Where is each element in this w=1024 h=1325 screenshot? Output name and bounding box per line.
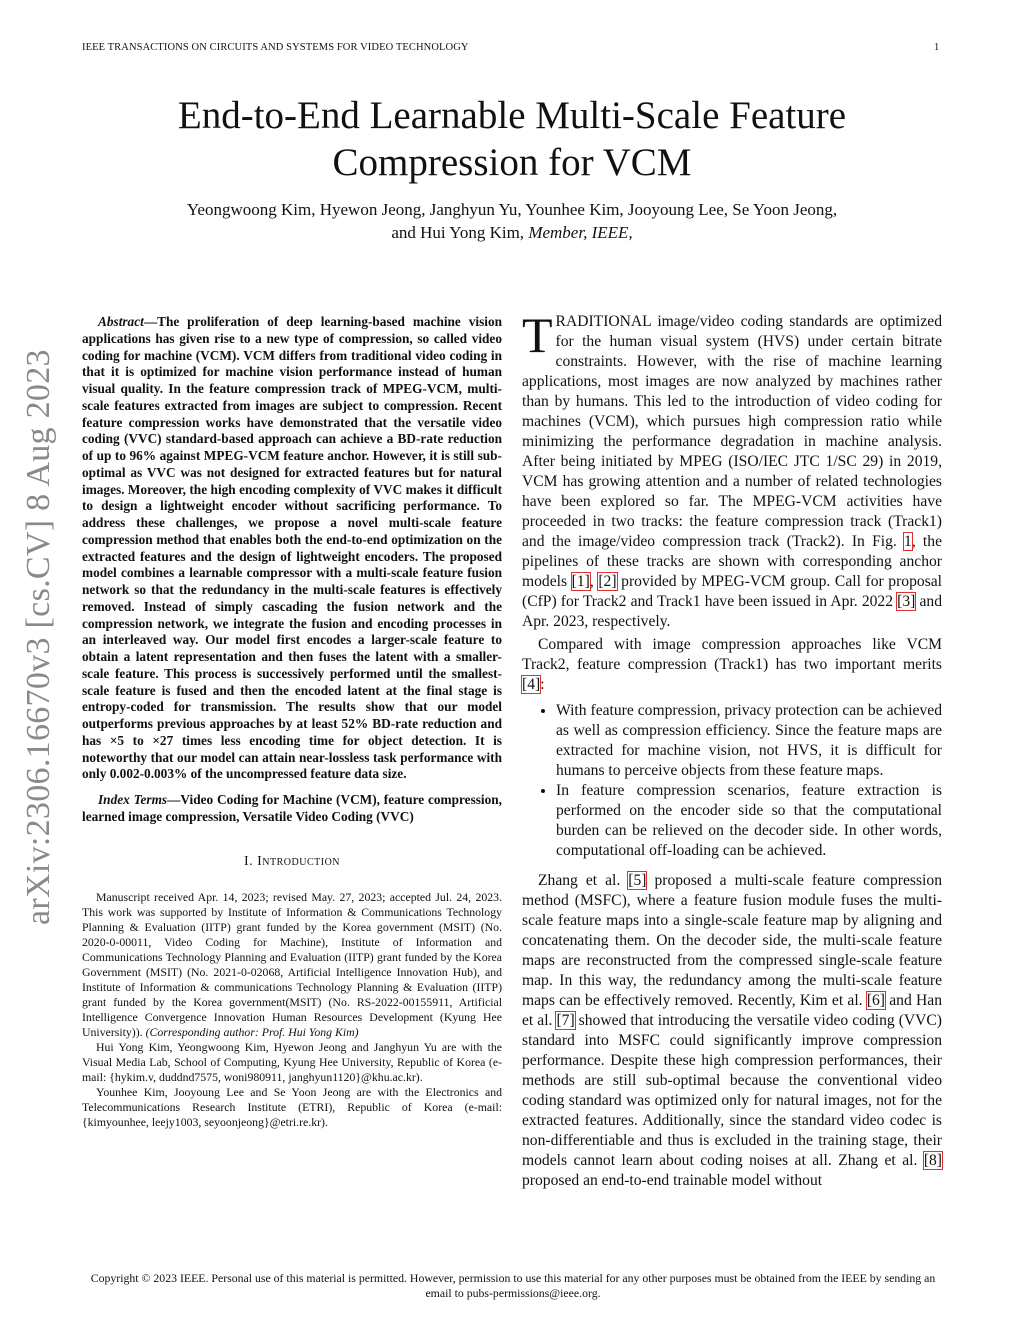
- body-text: Zhang et al.: [538, 872, 629, 889]
- citation-link[interactable]: [5]: [627, 871, 648, 890]
- abstract-text: —The proliferation of deep learning-base…: [82, 314, 502, 782]
- page-number: 1: [934, 42, 940, 53]
- paragraph-content: Compared with image compression approach…: [520, 636, 942, 694]
- body-text: and Han et al.: [522, 992, 942, 1029]
- body-text: and Apr. 2023, respectively.: [522, 593, 942, 630]
- citation-link[interactable]: 1: [903, 532, 913, 551]
- body-text: proposed a multi-scale feature compressi…: [522, 872, 942, 1009]
- title-line: End-to-End Learnable Multi-Scale Feature: [177, 94, 847, 137]
- drop-cap: T: [522, 307, 553, 363]
- paper-title: End-to-End Learnable Multi-Scale Feature…: [0, 92, 1024, 186]
- author-list: Yeongwoong Kim, Hyewon Jeong, Janghyun Y…: [0, 198, 1024, 244]
- footnote: Younhee Kim, Jooyoung Lee and Se Yoon Je…: [82, 1085, 502, 1130]
- body-text: showed that introducing the versatile vi…: [522, 1012, 942, 1169]
- right-column: T RADITIONAL image/video coding standards…: [520, 307, 944, 1191]
- body-text: provided by MPEG-VCM group. Call for pro…: [522, 573, 943, 610]
- paragraph-content: Zhang et al. [5] proposed a multi-scale …: [522, 871, 944, 1189]
- index-terms-label: Index Terms: [98, 792, 168, 807]
- footnote-text: Hui Yong Kim, Yeongwoong Kim, Hyewon Jeo…: [82, 1039, 502, 1084]
- list-item: With feature compression, privacy protec…: [556, 701, 942, 781]
- body-text: proposed an end-to-end trainable model w…: [522, 1172, 823, 1189]
- intro-paragraph-1: T RADITIONAL image/video coding standards…: [522, 307, 942, 632]
- citation-link[interactable]: [8]: [922, 1151, 944, 1170]
- footnote: Hui Yong Kim, Yeongwoong Kim, Hyewon Jeo…: [82, 1040, 502, 1085]
- title-line: Compression for VCM: [332, 141, 692, 184]
- paragraph-content: RADITIONAL image/video coding standards …: [522, 313, 942, 630]
- section-heading: I. Introduction: [243, 853, 341, 869]
- abstract: Abstract—The proliferation of deep learn…: [82, 314, 502, 783]
- running-header: IEEE TRANSACTIONS ON CIRCUITS AND SYSTEM…: [82, 42, 469, 53]
- arxiv-stamp[interactable]: arXiv:2306.16670v3 [cs.CV] 8 Aug 2023: [20, 349, 57, 925]
- authors-line-2: and Hui Yong Kim,: [391, 223, 525, 242]
- footnotes: Manuscript received Apr. 14, 2023; revis…: [82, 890, 502, 1130]
- intro-paragraph-3: Zhang et al. [5] proposed a multi-scale …: [522, 871, 944, 1191]
- authors-line: and Hui Yong Kim, Member, IEEE,: [0, 221, 1024, 244]
- footnote-text: Younhee Kim, Jooyoung Lee and Se Yoon Je…: [82, 1084, 502, 1129]
- body-text: Compared with image compression approach…: [522, 636, 942, 673]
- member-ieee: Member, IEEE,: [528, 223, 633, 242]
- index-terms-text: —Video Coding for Machine (VCM), feature…: [82, 792, 502, 824]
- citation-link[interactable]: [6]: [865, 991, 887, 1010]
- citation-link[interactable]: [1]: [570, 572, 591, 591]
- copyright-notice: Copyright © 2023 IEEE. Personal use of t…: [90, 1271, 936, 1300]
- citation-link[interactable]: [3]: [896, 592, 917, 611]
- corresponding-author: (Corresponding author: Prof. Hui Yong Ki…: [145, 1024, 359, 1039]
- intro-paragraph-2: Compared with image compression approach…: [520, 635, 942, 695]
- body-text: , the pipelines of these tracks are show…: [522, 533, 942, 590]
- authors-line: Yeongwoong Kim, Hyewon Jeong, Janghyun Y…: [186, 200, 838, 219]
- body-text: RADITIONAL image/video coding standards …: [522, 313, 942, 550]
- body-text: :: [540, 676, 545, 693]
- citation-link[interactable]: [2]: [597, 572, 618, 591]
- list-item: In feature compression scenarios, featur…: [556, 781, 942, 861]
- citation-link[interactable]: [7]: [555, 1011, 576, 1030]
- citation-link[interactable]: [4]: [520, 675, 542, 694]
- abstract-label: Abstract: [98, 314, 144, 329]
- left-column: Abstract—The proliferation of deep learn…: [82, 314, 502, 1130]
- merits-list: With feature compression, privacy protec…: [522, 701, 942, 861]
- index-terms: Index Terms—Video Coding for Machine (VC…: [82, 792, 502, 826]
- footnote: Manuscript received Apr. 14, 2023; revis…: [82, 890, 502, 1040]
- footnote-text: Manuscript received Apr. 14, 2023; revis…: [82, 889, 502, 1039]
- body-text: ,: [589, 573, 599, 590]
